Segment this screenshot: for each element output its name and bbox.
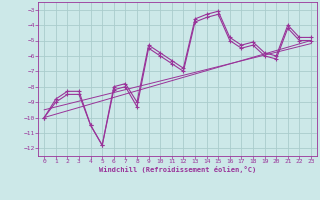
X-axis label: Windchill (Refroidissement éolien,°C): Windchill (Refroidissement éolien,°C) bbox=[99, 166, 256, 173]
